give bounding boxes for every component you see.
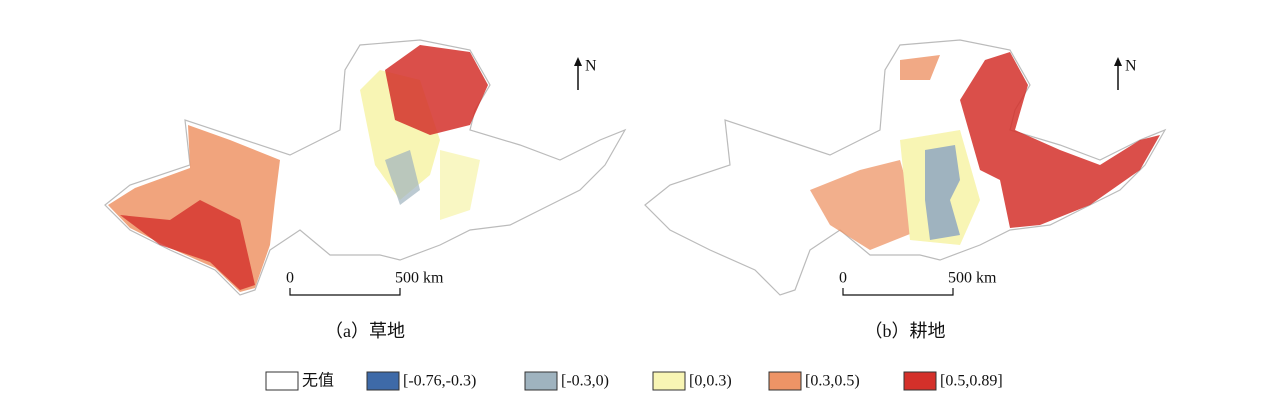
map-b <box>644 39 1166 296</box>
scale-bar <box>289 288 401 296</box>
caption: （b）耕地 <box>865 321 946 341</box>
patch <box>120 200 255 290</box>
north-label: N <box>585 58 597 75</box>
patch <box>385 150 420 205</box>
scale-bar <box>842 288 954 296</box>
north-label: N <box>1125 58 1137 75</box>
legend-label: [-0.76,-0.3) <box>403 373 476 390</box>
scale-label: 0 <box>286 270 294 287</box>
north-arrow-head <box>574 57 582 66</box>
legend-swatch <box>652 371 686 391</box>
map-a-annotations: N 0 500 km （a）草地 <box>286 57 597 341</box>
patch <box>960 52 1160 228</box>
legend-label: [0.5,0.89] <box>940 373 1003 390</box>
legend-swatch <box>524 371 558 391</box>
legend-label: [0.3,0.5) <box>805 373 860 390</box>
legend-swatch <box>265 371 299 391</box>
patch <box>900 55 940 80</box>
legend-label: [-0.3,0) <box>561 373 609 390</box>
caption: （a）草地 <box>325 321 405 341</box>
legend-label: 无值 <box>302 372 334 390</box>
scale-label: 500 km <box>948 270 997 287</box>
map-a <box>104 39 626 296</box>
map-b-annotations: N 0 500 km （b）耕地 <box>839 57 1137 341</box>
legend-swatch <box>903 371 937 391</box>
patch <box>385 45 488 135</box>
legend: 无值 [-0.76,-0.3) [-0.3,0) [0,0.3) [0.3,0.5) [0… <box>265 371 1003 391</box>
legend-label: [0,0.3) <box>689 373 732 390</box>
scale-label: 500 km <box>395 270 444 287</box>
patch <box>440 150 480 220</box>
legend-swatch <box>768 371 802 391</box>
scale-label: 0 <box>839 270 847 287</box>
north-arrow-head <box>1114 57 1122 66</box>
basin-outline <box>104 39 626 296</box>
patch <box>925 145 960 240</box>
patch <box>810 160 920 250</box>
legend-swatch <box>366 371 400 391</box>
